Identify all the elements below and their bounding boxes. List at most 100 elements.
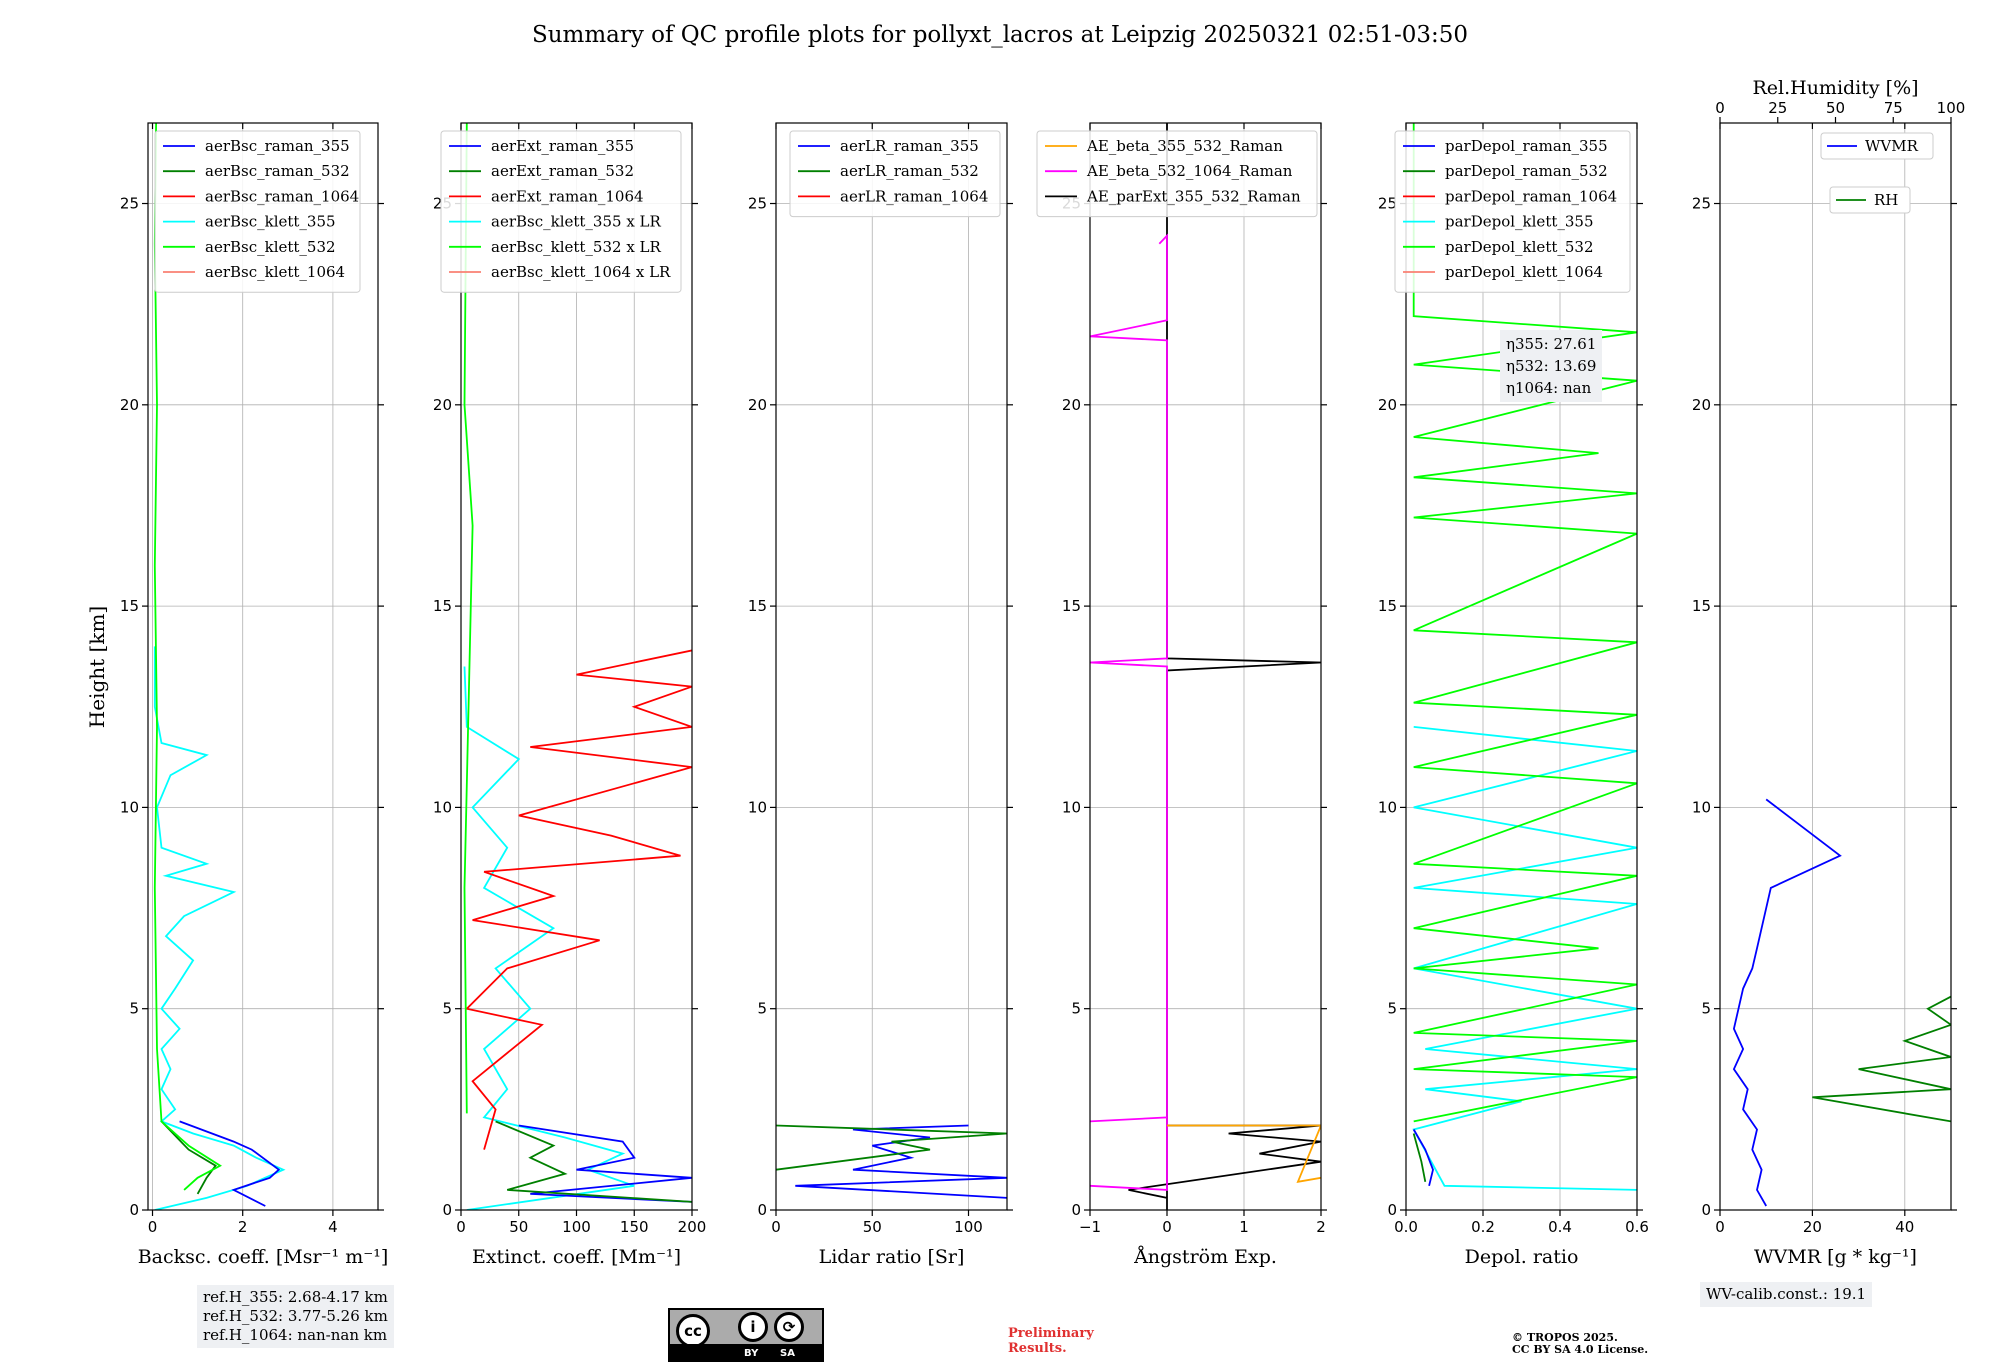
y-tick-label: 5: [442, 1000, 452, 1018]
series-line-parDepol_klett_355: [1412, 726, 1637, 1191]
eta-box: η355: 27.61 η532: 13.69 η1064: nan: [1500, 330, 1603, 402]
y-tick-label: 20: [433, 396, 452, 414]
y-tick-label: 15: [120, 597, 139, 615]
x2-axis-label: Rel.Humidity [%]: [1752, 77, 1918, 99]
y-tick-label: 5: [1387, 1000, 1397, 1018]
series-line-aerLR_raman_355: [795, 1124, 1007, 1199]
x-tick-label: 2: [238, 1218, 248, 1236]
series-line-aerBsc_klett_532: [153, 123, 222, 1191]
x2-tick-label: 75: [1884, 99, 1903, 117]
x-tick-label: 0.0: [1394, 1218, 1418, 1236]
legend-label: aerExt_raman_355: [491, 137, 634, 155]
legend: parDepol_raman_355 parDepol_raman_532 parD…: [1394, 130, 1631, 293]
x-tick-label: 0: [148, 1218, 158, 1236]
y-tick-label: 10: [748, 798, 767, 816]
series-line-aerBsc_klett_355: [153, 646, 286, 1210]
legend-box: [1394, 130, 1631, 293]
x-tick-label: 40: [1895, 1218, 1914, 1236]
legend-label: aerBsc_klett_532: [205, 238, 336, 256]
x-tick-label: 0.6: [1625, 1218, 1649, 1236]
series-line-parDepol_raman_532: [1412, 1133, 1427, 1182]
x-axis-label: Extinct. coeff. [Mm⁻¹]: [472, 1246, 681, 1268]
series-line-aerBsc_klett_532 x LR: [463, 123, 474, 1114]
legend-label: parDepol_raman_532: [1445, 162, 1608, 180]
axes-frame: [1089, 122, 1322, 1211]
legend-label: aerBsc_klett_1064 x LR: [491, 263, 671, 281]
y-tick-label: 20: [748, 396, 767, 414]
panel-bsc: 0 2 4 0 5 10 15 20 25 Backsc. coeff. [Msr⁻¹ m⁻¹] a…: [120, 122, 389, 1268]
y-tick-label: 5: [757, 1000, 767, 1018]
eta-355: η355: 27.61: [1506, 335, 1597, 353]
x-axis-label: Depol. ratio: [1465, 1246, 1579, 1268]
x-tick-label: 150: [620, 1218, 649, 1236]
license-note: © TROPOS 2025. CC BY SA 4.0 License.: [1512, 1332, 1648, 1356]
x-tick-label: 0: [1162, 1218, 1172, 1236]
cc-badge-bar: [670, 1344, 822, 1360]
axes-frame: [775, 122, 1008, 1211]
y-tick-label: 10: [1378, 798, 1397, 816]
x-tick-label: 2: [1316, 1218, 1326, 1236]
x-tick-label: 100: [954, 1218, 983, 1236]
x-tick-label: 100: [562, 1218, 591, 1236]
series-line-parDepol_klett_532: [1412, 123, 1637, 1123]
y-tick-label: 20: [1692, 396, 1711, 414]
y-tick-label: 25: [1378, 195, 1397, 213]
ref-h-532: ref.H_532: 3.77-5.26 km: [203, 1307, 388, 1325]
cc-license-badge: cc i ⟳ BY SA: [668, 1308, 824, 1362]
panel-lr: 0 50 100 0 5 10 15 20 25 Lidar ratio [Sr] aerLR_ra…: [748, 122, 1013, 1268]
legend-box: [1820, 132, 1934, 160]
legend-RH: RH: [1829, 186, 1911, 214]
y-tick-label: 0: [1701, 1201, 1711, 1219]
legend-label: aerBsc_klett_532 x LR: [491, 238, 662, 256]
eta-532: η532: 13.69: [1506, 357, 1597, 375]
x-tick-label: 0.2: [1471, 1218, 1495, 1236]
y-tick-label: 0: [1387, 1201, 1397, 1219]
cc-sa-label: SA: [780, 1348, 795, 1359]
y-tick-label: 0: [1071, 1201, 1081, 1219]
x-axis-label: Backsc. coeff. [Msr⁻¹ m⁻¹]: [138, 1246, 389, 1268]
y-tick-label: 15: [1692, 597, 1711, 615]
y-tick-label: 10: [433, 798, 452, 816]
x2-tick-label: 50: [1826, 99, 1845, 117]
series-line-RH: [1812, 995, 1951, 1123]
legend-label: AE_beta_355_532_Raman: [1086, 137, 1283, 155]
x-tick-label: 0: [456, 1218, 466, 1236]
legend-label: aerLR_raman_532: [840, 162, 979, 180]
series-line-aerExt_raman_532: [495, 1120, 692, 1203]
legend-label: parDepol_raman_1064: [1445, 187, 1617, 205]
legend: aerExt_raman_355 aerExt_raman_532 aerExt_r…: [440, 130, 682, 293]
series-line-WVMR: [1732, 798, 1842, 1207]
ref-h-355: ref.H_355: 2.68-4.17 km: [203, 1288, 388, 1306]
y-tick-label: 15: [1062, 597, 1081, 615]
ref-h-1064: ref.H_1064: nan-nan km: [203, 1326, 388, 1344]
y-tick-label: 15: [1378, 597, 1397, 615]
y-tick-label: 25: [1692, 195, 1711, 213]
legend-WVMR: WVMR: [1820, 132, 1934, 160]
y-tick-label: 5: [1701, 1000, 1711, 1018]
preliminary-line-1: Preliminary: [1008, 1326, 1094, 1341]
series-line-parDepol_raman_355: [1412, 1129, 1434, 1187]
legend-label: RH: [1874, 191, 1898, 209]
x-tick-label: 20: [1803, 1218, 1822, 1236]
reference-height-box: ref.H_355: 2.68-4.17 km ref.H_532: 3.77-5…: [197, 1285, 394, 1348]
y-tick-label: 15: [433, 597, 452, 615]
x-tick-label: −1: [1079, 1218, 1101, 1236]
legend-label: parDepol_klett_1064: [1445, 263, 1603, 281]
eta-1064: η1064: nan: [1506, 379, 1592, 397]
series-line-AE_beta_532_1064_Raman: [1090, 233, 1168, 1191]
x2-tick-label: 100: [1937, 99, 1966, 117]
series-line-aerExt_raman_1064: [464, 649, 692, 1150]
x-axis-label: Lidar ratio [Sr]: [819, 1246, 965, 1268]
y-tick-label: 10: [1692, 798, 1711, 816]
legend-label: AE_parExt_355_532_Raman: [1086, 187, 1301, 205]
y-tick-label: 10: [1062, 798, 1081, 816]
legend-box: [1036, 130, 1318, 218]
legend-label: aerBsc_klett_355 x LR: [491, 213, 662, 231]
series-line-AE_beta_355_532_Raman: [1167, 1124, 1321, 1183]
cc-by-label: BY: [744, 1348, 759, 1359]
preliminary-line-2: Results.: [1008, 1341, 1067, 1356]
x-tick-label: 50: [509, 1218, 528, 1236]
axes-frame: [147, 122, 379, 1211]
y-tick-label: 0: [129, 1201, 139, 1219]
